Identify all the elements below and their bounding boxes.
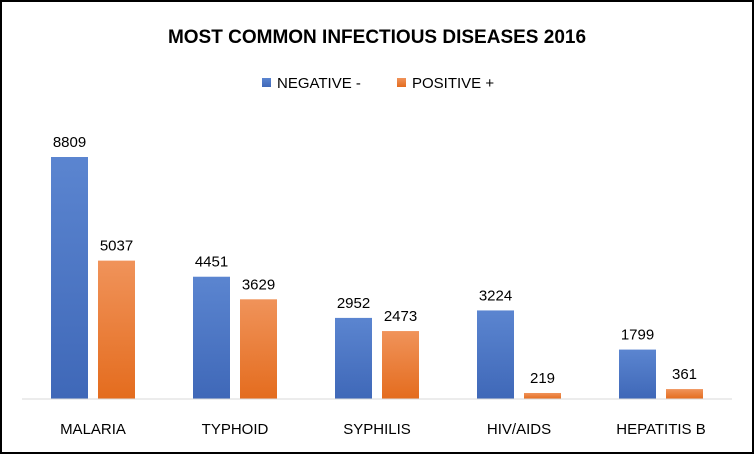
data-label-negative: 1799 — [621, 327, 654, 344]
bar-positive-typhoid — [240, 299, 277, 399]
legend-swatch-positive — [397, 78, 406, 87]
chart-title: MOST COMMON INFECTIOUS DISEASES 2016 — [168, 27, 586, 48]
category-label: HEPATITIS B — [616, 421, 705, 438]
category-label: SYPHILIS — [343, 421, 411, 438]
data-label-negative: 8809 — [53, 134, 86, 151]
category-label: HIV/AIDS — [487, 421, 551, 438]
category-label: MALARIA — [60, 421, 126, 438]
bar-negative-typhoid — [193, 276, 230, 399]
category-label: TYPHOID — [202, 421, 269, 438]
data-label-negative: 2952 — [337, 295, 370, 312]
legend-swatch-negative — [262, 78, 271, 87]
data-label-positive: 361 — [672, 366, 697, 383]
data-label-positive: 3629 — [242, 276, 275, 293]
bar-negative-hiv-aids — [477, 310, 514, 399]
legend-label-positive: POSITIVE + — [412, 75, 494, 92]
bar-positive-hiv-aids — [524, 392, 561, 399]
legend-label-negative: NEGATIVE - — [277, 75, 361, 92]
bar-positive-malaria — [98, 260, 135, 399]
data-label-positive: 5037 — [100, 238, 133, 255]
bar-negative-syphilis — [335, 317, 372, 399]
plot-area: 8809 5037 MALARIA 4451 3629 TYPHOID 2952 2473 SY… — [51, 134, 706, 438]
data-label-positive: 2473 — [384, 308, 417, 325]
bar-positive-syphilis — [382, 331, 419, 399]
data-label-negative: 3224 — [479, 287, 512, 304]
data-label-positive: 219 — [530, 370, 555, 387]
bar-negative-hepatitis-b — [619, 349, 656, 399]
bar-negative-malaria — [51, 157, 88, 399]
legend: NEGATIVE - POSITIVE + — [262, 75, 494, 92]
data-label-negative: 4451 — [195, 254, 228, 271]
bar-positive-hepatitis-b — [666, 389, 703, 399]
